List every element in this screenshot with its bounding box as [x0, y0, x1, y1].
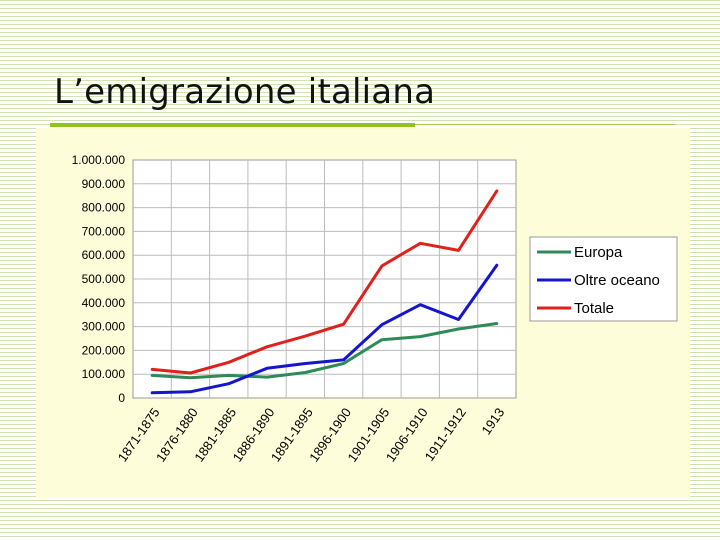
slide-title: L’emigrazione italiana: [54, 72, 436, 112]
legend-label: Totale: [574, 300, 614, 317]
y-axis-ticks: 0 100.000 200.000 300.000 400.000 500.000 600.…: [72, 153, 126, 405]
y-tick-label: 200.000: [82, 343, 126, 357]
legend-label: Oltre oceano: [574, 272, 660, 289]
x-axis-ticks: 1871-18751876-18801881-18851886-18901891…: [115, 405, 508, 465]
y-tick-label: 700.000: [82, 224, 126, 238]
series-lines: [150, 189, 499, 395]
series-line-oltre-oceano: [150, 263, 499, 395]
y-tick-label: 500.000: [82, 272, 126, 286]
y-tick-label: 1.000.000: [72, 153, 126, 167]
title-underline: [415, 124, 675, 125]
y-tick-label: 0: [118, 391, 125, 405]
y-tick-label: 400.000: [82, 296, 126, 310]
x-tick-label: 1913: [478, 405, 507, 437]
chart-panel: 0 100.000 200.000 300.000 400.000 500.000 600.…: [36, 128, 690, 498]
y-tick-label: 800.000: [82, 201, 126, 215]
legend-label: Europa: [574, 244, 623, 261]
grid-lines: [133, 160, 516, 398]
y-tick-label: 100.000: [82, 367, 126, 381]
y-tick-label: 900.000: [82, 177, 126, 191]
series-line-totale: [150, 189, 499, 375]
y-tick-label: 600.000: [82, 248, 126, 262]
y-tick-label: 300.000: [82, 320, 126, 334]
series-line-europa: [150, 322, 499, 380]
line-chart: 0 100.000 200.000 300.000 400.000 500.000 600.…: [72, 153, 678, 465]
legend: Europa Oltre oceano Totale: [529, 236, 678, 322]
title-accent-bar: [50, 123, 415, 127]
